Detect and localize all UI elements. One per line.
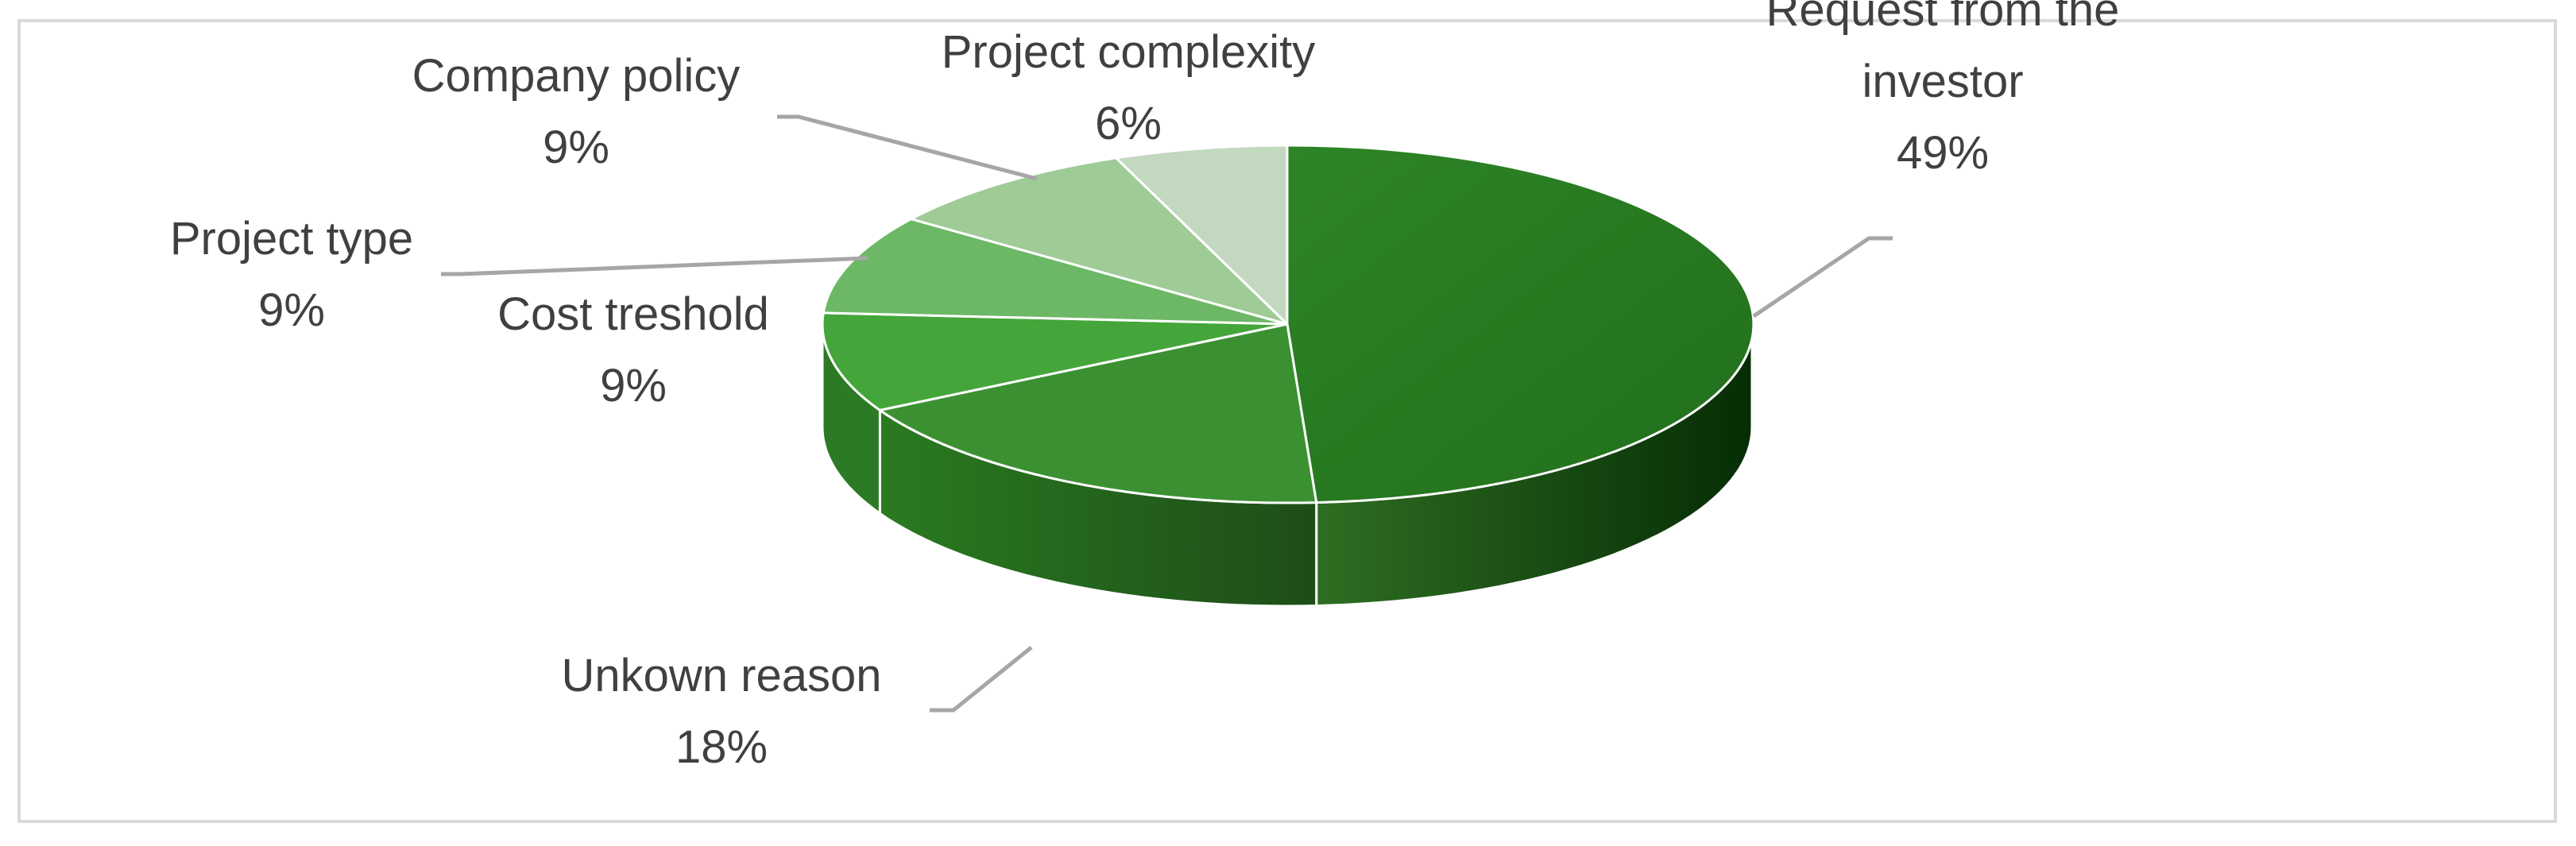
slice-label-3: Cost treshold	[497, 288, 769, 340]
slice-label-6: Project complexity	[942, 26, 1316, 78]
leader-line-5	[777, 114, 1038, 181]
slice-label-2: Unkown reason	[562, 650, 882, 701]
slice-value-4: 9%	[258, 284, 325, 336]
slice-label-4: Project type	[170, 213, 413, 265]
leader-line-4	[441, 256, 868, 276]
slice-value-2: 18%	[675, 721, 768, 773]
slice-value-6: 6%	[1095, 98, 1162, 149]
slice-label-5: Company policy	[412, 50, 741, 102]
pie-slice-6[interactable]	[1115, 144, 1289, 326]
leader-line-1	[1752, 236, 1893, 319]
pie-slice-3[interactable]	[821, 311, 1289, 411]
leader-line-2	[930, 646, 1033, 713]
slice-value-5: 9%	[543, 122, 609, 173]
slice-value-1: 49%	[1897, 127, 1989, 179]
pie-slice-5[interactable]	[910, 156, 1289, 326]
pie-slice-2[interactable]	[878, 323, 1318, 504]
pie-slice-4[interactable]	[822, 218, 1289, 326]
pie-slice-1[interactable]	[1286, 144, 1755, 504]
slice-label-1: investor	[1862, 56, 2023, 107]
slice-value-3: 9%	[600, 360, 667, 411]
slice-label-1: Request from the	[1766, 0, 2120, 36]
